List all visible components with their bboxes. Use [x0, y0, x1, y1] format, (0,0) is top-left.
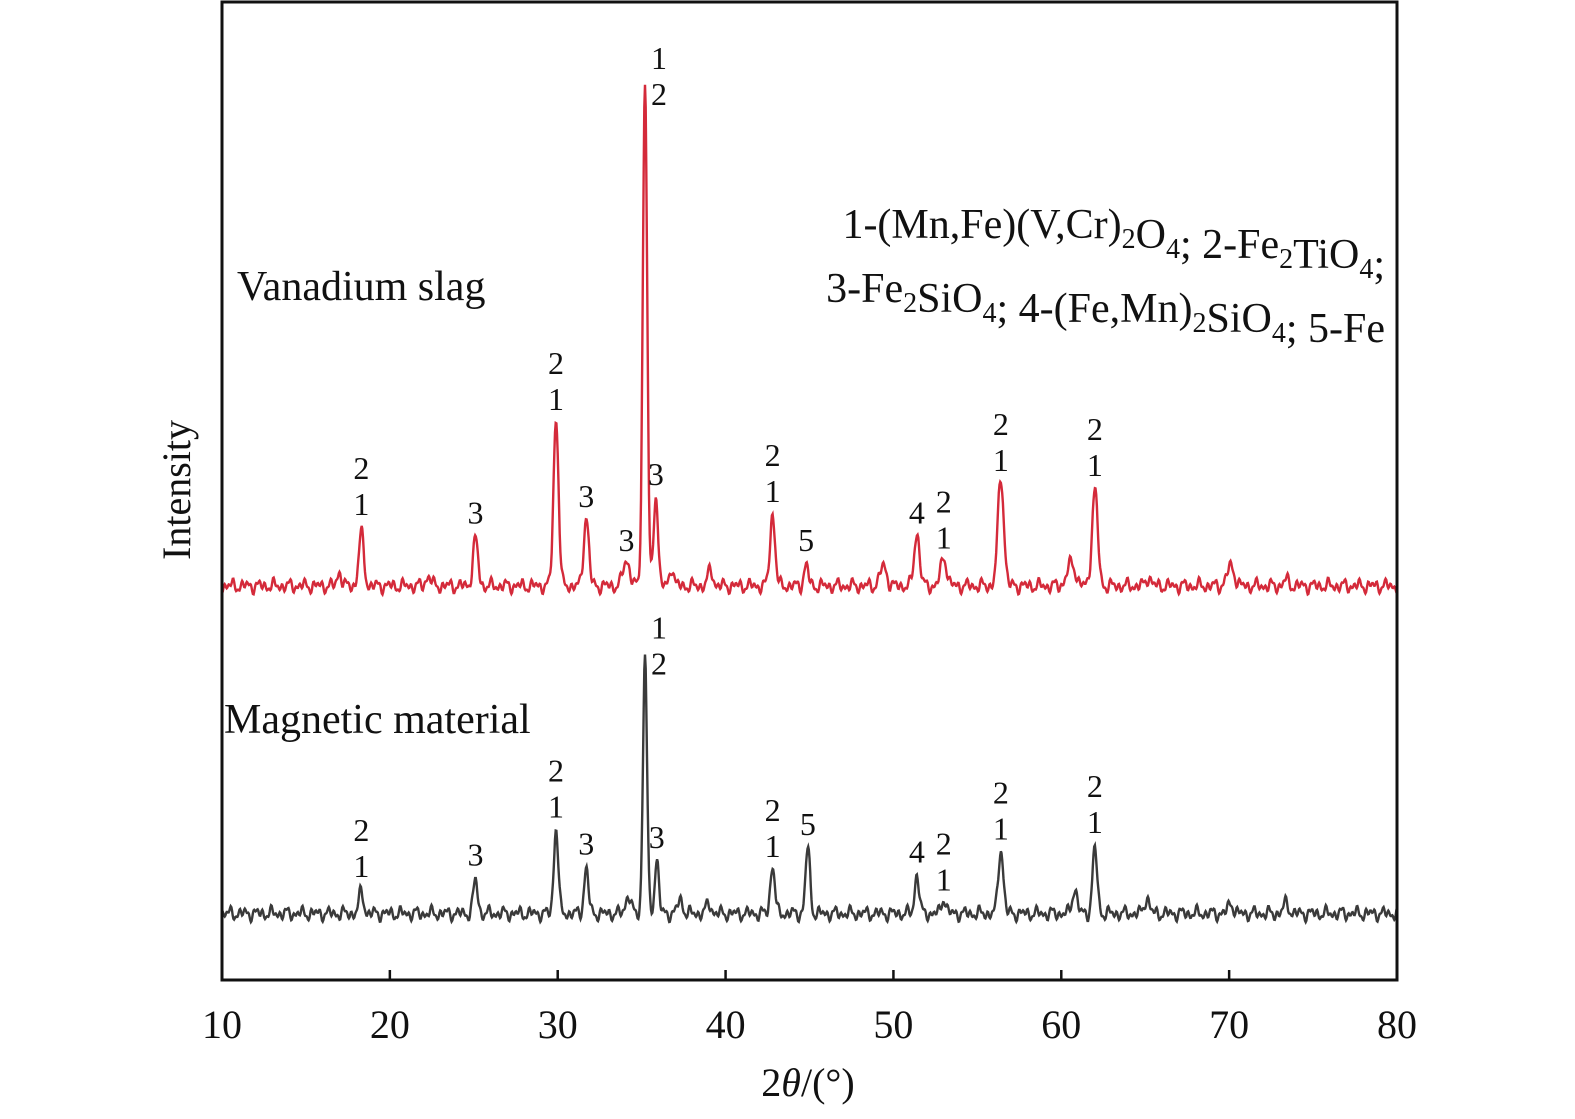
x-ticks: 10 20 30 40 50 60 70 80: [202, 970, 1417, 1047]
peak-label: 2: [548, 752, 564, 788]
peak-label: 2: [1087, 411, 1103, 447]
peak-label: 1: [1087, 804, 1103, 840]
peak-label: 3: [467, 837, 483, 873]
peak-label: 1: [651, 40, 667, 76]
curves: [220, 84, 1399, 925]
peak-label: 1: [353, 486, 369, 522]
peak-label: 1: [993, 810, 1009, 846]
peak-label: 3: [467, 495, 483, 531]
peak-label: 2: [765, 437, 781, 473]
x-tick-label: 50: [873, 1002, 913, 1047]
series-label-magnetic-material: Magnetic material: [224, 697, 531, 743]
peak-label: 2: [651, 76, 667, 112]
peak-label: 2: [353, 450, 369, 486]
series-label-vanadium-slag: Vanadium slag: [237, 264, 485, 310]
x-tick-label: 30: [538, 1002, 578, 1047]
peak-label: 2: [1087, 768, 1103, 804]
peak-label: 4: [909, 834, 925, 870]
peak-label: 3: [578, 825, 594, 861]
peak-label: 3: [648, 456, 664, 492]
x-tick-label: 20: [370, 1002, 410, 1047]
legend-line: 3-Fe2SiO4; 4-(Fe,Mn)2SiO4; 5-Fe: [826, 266, 1385, 352]
peak-label: 4: [909, 495, 925, 531]
peak-label: 1: [651, 610, 667, 646]
series-line-vanadium-slag: [220, 84, 1398, 598]
peak-label: 1: [765, 828, 781, 864]
legend-line: 1-(Mn,Fe)(V,Cr)2O4; 2-Fe2TiO4;: [842, 202, 1385, 288]
peak-label: 1: [353, 848, 369, 884]
peak-label: 1: [765, 473, 781, 509]
peak-label: 1: [548, 381, 564, 417]
x-tick-label: 60: [1041, 1002, 1081, 1047]
x-axis-label: 2θ/(°): [761, 1060, 854, 1105]
peak-label: 2: [936, 825, 952, 861]
peak-label: 3: [619, 522, 635, 558]
phase-legend: 1-(Mn,Fe)(V,Cr)2O4; 2-Fe2TiO4; 3-Fe2SiO4;…: [826, 202, 1385, 352]
peak-label: 2: [936, 483, 952, 519]
x-tick-label: 70: [1209, 1002, 1249, 1047]
peak-label: 2: [548, 345, 564, 381]
peak-label: 1: [993, 442, 1009, 478]
x-tick-label: 10: [202, 1002, 242, 1047]
peak-label: 2: [353, 812, 369, 848]
peak-label: 5: [800, 806, 816, 842]
peak-label: 1: [936, 861, 952, 897]
plot-frame: [220, 0, 1399, 982]
peak-label: 5: [798, 522, 814, 558]
y-axis-label: Intensity: [154, 420, 199, 560]
peak-label: 1: [936, 519, 952, 555]
peak-label: 2: [993, 406, 1009, 442]
x-tick-label: 40: [706, 1002, 746, 1047]
peak-label: 1: [1087, 447, 1103, 483]
peak-label: 3: [578, 478, 594, 514]
peak-label: 1: [548, 788, 564, 824]
x-tick-label: 80: [1377, 1002, 1417, 1047]
series-line-magnetic-material: [221, 654, 1399, 925]
peak-label: 3: [649, 819, 665, 855]
peak-label: 2: [651, 646, 667, 682]
peak-label: 2: [993, 774, 1009, 810]
peak-label: 2: [765, 792, 781, 828]
